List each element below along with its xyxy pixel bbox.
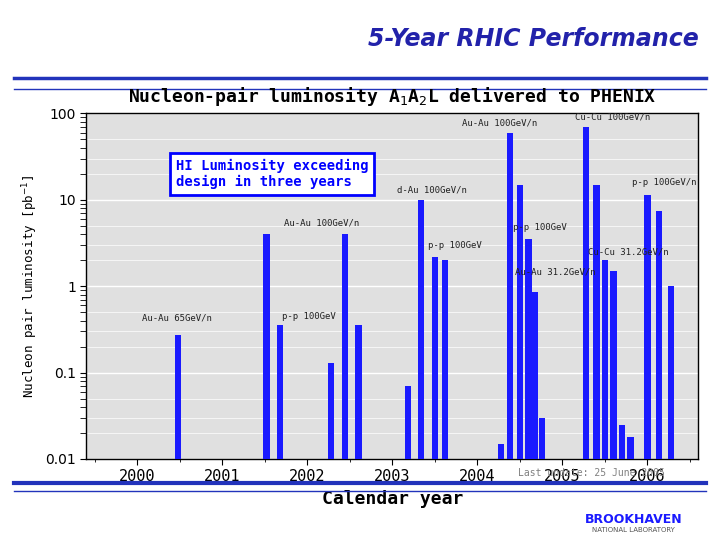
Y-axis label: Nucleon pair luminosity [pb$^{-1}$]: Nucleon pair luminosity [pb$^{-1}$] — [20, 174, 40, 398]
Text: 5-Year RHIC Performance: 5-Year RHIC Performance — [368, 27, 698, 51]
Text: Cu-Cu 31.2GeV/n: Cu-Cu 31.2GeV/n — [588, 248, 669, 256]
Bar — [668, 286, 675, 540]
Bar — [644, 194, 651, 540]
Bar — [532, 292, 539, 540]
Text: NATIONAL LABORATORY: NATIONAL LABORATORY — [592, 528, 675, 534]
Bar — [341, 234, 348, 540]
Bar — [583, 127, 590, 540]
Bar — [355, 325, 361, 540]
Bar — [627, 437, 634, 540]
Text: Cu-Cu 100GeV/n: Cu-Cu 100GeV/n — [575, 113, 650, 122]
Bar — [517, 185, 523, 540]
Bar — [506, 132, 513, 540]
Bar — [432, 256, 438, 540]
Bar — [264, 234, 270, 540]
Bar — [602, 260, 608, 540]
Bar — [175, 335, 181, 540]
Text: Au-Au 100GeV/n: Au-Au 100GeV/n — [284, 218, 359, 227]
Text: p-p 100GeV/n: p-p 100GeV/n — [632, 178, 697, 187]
Text: Au-Au 100GeV/n: Au-Au 100GeV/n — [462, 119, 537, 128]
Bar — [525, 239, 531, 540]
Bar — [442, 260, 449, 540]
Text: HI Luminosity exceeding
design in three years: HI Luminosity exceeding design in three … — [176, 159, 368, 189]
Title: Nucleon-pair luminosity A$_1$A$_2$L delivered to PHENIX: Nucleon-pair luminosity A$_1$A$_2$L deli… — [128, 85, 657, 109]
Bar — [611, 271, 616, 540]
Bar — [618, 424, 625, 540]
Bar — [418, 200, 425, 540]
Bar — [593, 185, 600, 540]
Text: p-p 100GeV: p-p 100GeV — [428, 241, 482, 251]
Text: Au-Au 31.2GeV/n: Au-Au 31.2GeV/n — [515, 267, 595, 276]
Bar — [656, 211, 662, 540]
Text: BROOKHAVEN: BROOKHAVEN — [585, 512, 683, 526]
Bar — [182, 504, 188, 540]
Text: d-Au 100GeV/n: d-Au 100GeV/n — [397, 186, 467, 194]
Bar — [539, 418, 545, 540]
Text: Au-Au 65GeV/n: Au-Au 65GeV/n — [142, 314, 212, 322]
Bar — [277, 325, 284, 540]
X-axis label: Calendar year: Calendar year — [322, 490, 463, 508]
Text: p-p 100GeV: p-p 100GeV — [513, 224, 567, 232]
Bar — [405, 386, 411, 540]
Text: Last update: 25 June 2005: Last update: 25 June 2005 — [518, 468, 665, 478]
Bar — [498, 444, 505, 540]
Text: p-p 100GeV: p-p 100GeV — [282, 312, 336, 321]
Bar — [328, 363, 334, 540]
